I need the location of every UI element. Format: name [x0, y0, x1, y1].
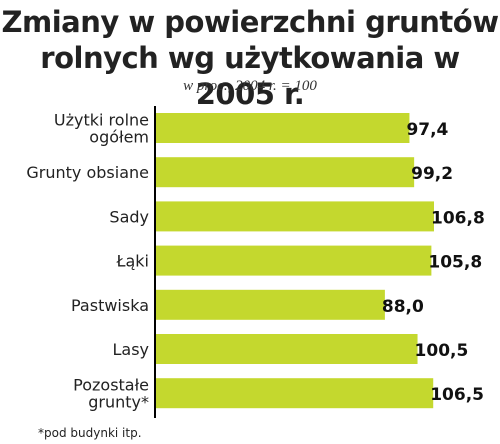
- category-label-1: Grunty obsiane: [26, 163, 149, 182]
- chart-title: Zmiany w powierzchni gruntów rolnych wg …: [0, 4, 500, 112]
- bar-3: [155, 245, 432, 276]
- category-label-0: Użytki rolne ogółem: [54, 111, 149, 147]
- chart-title-line-2: rolnych wg użytkowania w 2005 r.: [40, 41, 460, 111]
- value-label-5: 100,5: [415, 341, 469, 361]
- category-label-3: Łąki: [115, 252, 149, 271]
- chart-title-line-1: Zmiany w powierzchni gruntów: [1, 5, 500, 39]
- bar-6: [155, 378, 434, 409]
- chart-subtitle: w proc., 2004 r. = 100: [183, 78, 317, 94]
- bar-5: [155, 334, 418, 364]
- bars-layer: 97,4 Użytki rolne ogółem 99,2 Grunty obsiane…: [26, 111, 484, 412]
- category-label-6: Pozostałe grunty*: [73, 376, 149, 412]
- footnote: *pod budynki itp.: [38, 426, 142, 440]
- bar-0: [155, 113, 410, 143]
- value-label-3: 105,8: [428, 253, 482, 273]
- bar-2: [155, 201, 434, 232]
- category-label-4: Pastwiska: [71, 296, 149, 315]
- category-label-5: Lasy: [112, 340, 149, 359]
- bar-4: [155, 289, 385, 320]
- value-label-0: 97,4: [406, 120, 448, 140]
- value-label-6: 106,5: [430, 385, 484, 405]
- value-label-2: 106,8: [431, 208, 485, 228]
- bar-1: [155, 157, 415, 188]
- category-label-2: Sady: [109, 207, 149, 226]
- value-label-4: 88,0: [382, 297, 424, 317]
- value-label-1: 99,2: [411, 164, 453, 184]
